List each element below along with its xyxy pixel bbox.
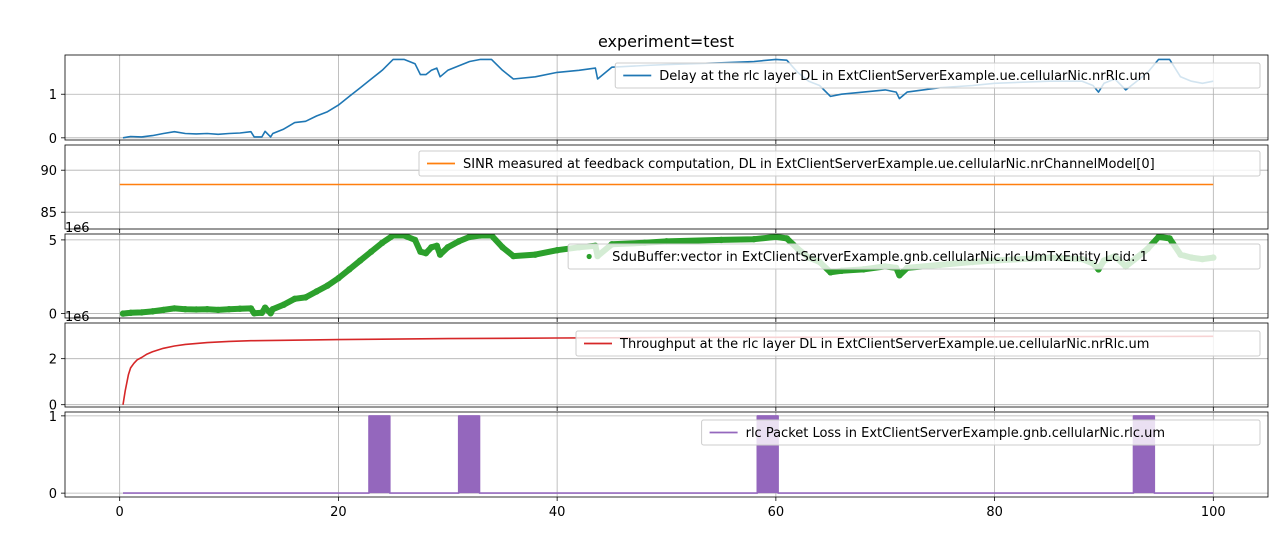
legend-label: rlc Packet Loss in ExtClientServerExampl… xyxy=(746,426,1166,441)
y-tick-label: 90 xyxy=(40,164,57,179)
x-tick-label: 80 xyxy=(986,505,1003,520)
legend-label: Delay at the rlc layer DL in ExtClientSe… xyxy=(659,69,1150,84)
subplot-1: 0 1 Delay at the rlc layer DL in ExtClient… xyxy=(49,54,1269,147)
legend: SINR measured at feedback computation, D… xyxy=(418,150,1261,177)
loss-burst xyxy=(458,415,480,494)
axes-frame xyxy=(64,411,1269,498)
legend-box xyxy=(701,419,1261,446)
x-tick-label: 40 xyxy=(549,505,566,520)
legend-marker xyxy=(586,253,592,260)
y-tick-label: 0 xyxy=(49,132,57,147)
x-tick-label: 20 xyxy=(330,505,347,520)
legend-box xyxy=(418,150,1261,177)
axes-frame xyxy=(64,144,1269,230)
axes-frame xyxy=(64,54,1269,141)
legend-box xyxy=(567,243,1261,270)
y-tick-label: 0 xyxy=(49,399,57,414)
subplot-4: 0 2 1e6 Throughput at the rlc layer DL in E… xyxy=(49,310,1269,414)
axis-offset-label: 1e6 xyxy=(65,310,90,325)
legend-label: SINR measured at feedback computation, D… xyxy=(463,157,1155,172)
y-tick-label: 5 xyxy=(49,234,57,249)
legend-label: SduBuffer:vector in ExtClientServerExamp… xyxy=(612,250,1148,265)
legend: SduBuffer:vector in ExtClientServerExamp… xyxy=(567,243,1261,270)
axes-frame xyxy=(64,322,1269,408)
y-tick-label: 0 xyxy=(49,487,57,502)
y-tick-label: 0 xyxy=(49,308,57,323)
axis-offset-label: 1e6 xyxy=(65,221,90,236)
chart-title: experiment=test xyxy=(598,32,734,51)
x-tick-label: 100 xyxy=(1201,505,1226,520)
legend-label: Throughput at the rlc layer DL in ExtCli… xyxy=(619,337,1149,352)
subplot-2: 85 90 SINR measured at feedback computatio… xyxy=(40,144,1269,233)
loss-burst xyxy=(369,415,390,494)
legend: Throughput at the rlc layer DL in ExtCli… xyxy=(575,330,1261,357)
x-tick-label: 0 xyxy=(116,505,124,520)
axes-frame xyxy=(64,233,1269,319)
legend-box xyxy=(614,62,1261,89)
y-tick-label: 1 xyxy=(49,410,57,425)
legend: Delay at the rlc layer DL in ExtClientSe… xyxy=(614,62,1261,89)
y-tick-label: 85 xyxy=(40,206,57,221)
subplot-3: 0 5 1e6 SduBuffer:vector in ExtClientServer… xyxy=(49,221,1269,323)
legend: rlc Packet Loss in ExtClientServerExampl… xyxy=(701,419,1261,446)
x-tick-label: 60 xyxy=(768,505,785,520)
legend-box xyxy=(575,330,1261,357)
y-tick-label: 2 xyxy=(49,353,57,368)
y-tick-label: 1 xyxy=(49,88,57,103)
